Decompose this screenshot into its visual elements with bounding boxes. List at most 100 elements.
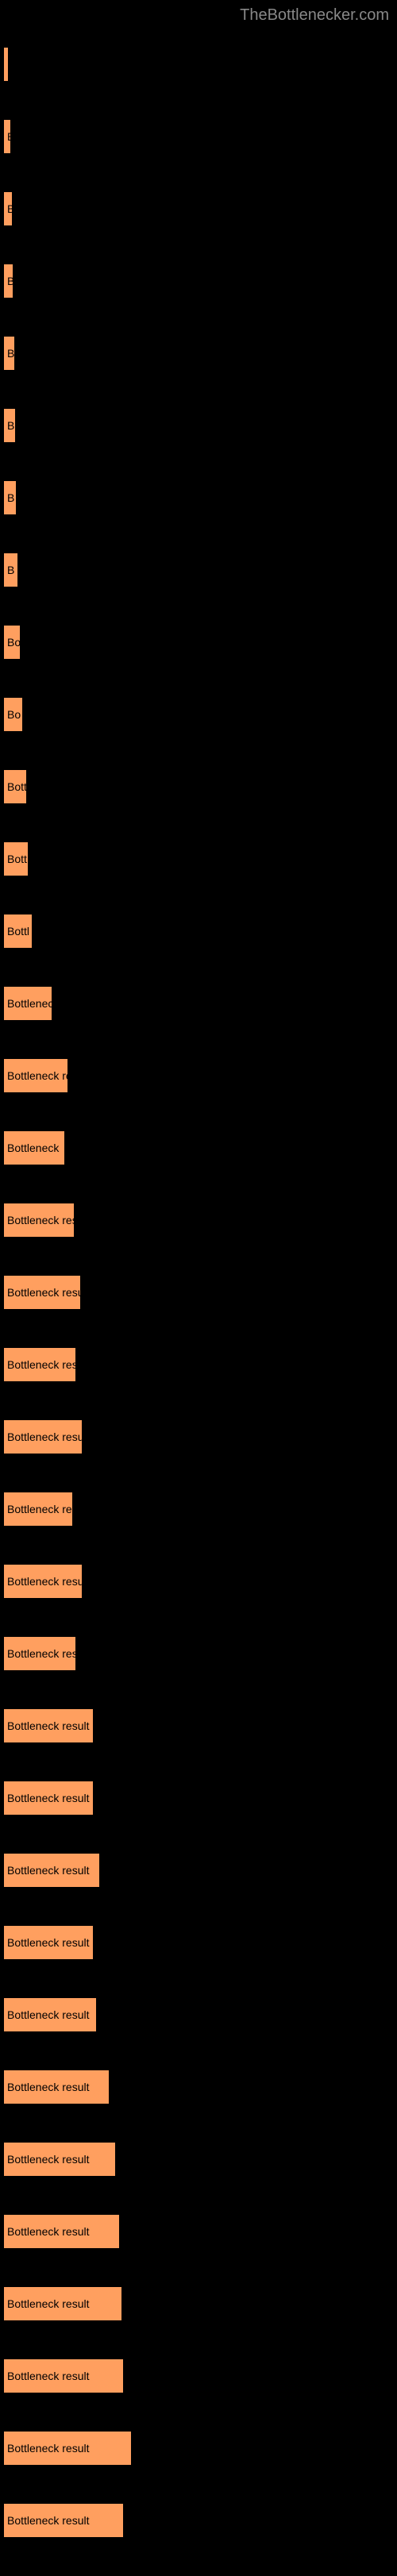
bar: Bottleneck result	[4, 2070, 109, 2104]
bar-label: B	[7, 202, 12, 215]
bar: B	[4, 553, 17, 587]
bar-row: Bottleneck result	[4, 1926, 397, 1959]
bar-row: B	[4, 337, 397, 370]
bar-row: Bo	[4, 626, 397, 659]
bar-row: Bottleneck result	[4, 1420, 397, 1454]
bar: Bo	[4, 626, 20, 659]
bar-label: Bottleneck result	[7, 2081, 90, 2093]
bar-row: Bottleneck resu	[4, 1637, 397, 1670]
bar-row: Bottleneck	[4, 987, 397, 1020]
bar: Bottleneck result	[4, 2215, 119, 2248]
bar: Bottleneck result	[4, 1203, 74, 1237]
bar-label: Bottleneck result	[7, 2225, 90, 2238]
bar: Bottleneck	[4, 1131, 64, 1165]
bar: Bottleneck result	[4, 1709, 93, 1742]
bar-row: Bottleneck result	[4, 1565, 397, 1598]
bar-row: Bottleneck result	[4, 2432, 397, 2465]
bar: Bottleneck result	[4, 2504, 123, 2537]
bar-row: Bottl	[4, 914, 397, 948]
bar-label: Bottleneck resu	[7, 1358, 75, 1371]
bar-label: B	[7, 130, 10, 143]
bar-label: Bottleneck result	[7, 2442, 90, 2455]
bar: Bottleneck result	[4, 1781, 93, 1815]
bar-row: Bottleneck result	[4, 1781, 397, 1815]
bar-label: Bott	[7, 853, 27, 865]
bar: B	[4, 409, 15, 442]
bar: Bottleneck result	[4, 1276, 80, 1309]
bar-row: Bott	[4, 842, 397, 876]
bar: B	[4, 120, 10, 153]
bar-row: Bottleneck result	[4, 1709, 397, 1742]
bar: Bott	[4, 842, 28, 876]
bar: Bottleneck result	[4, 1420, 82, 1454]
bar-label: B	[7, 419, 14, 432]
bar-row: Bottleneck result	[4, 1276, 397, 1309]
bar-label: Bottleneck resu	[7, 1647, 75, 1660]
bar: Bottleneck result	[4, 1854, 99, 1887]
bar-row: Bottleneck re	[4, 1492, 397, 1526]
bar-label: Bottleneck result	[7, 1936, 90, 1949]
bar: Bottleneck resu	[4, 1637, 75, 1670]
bar: B	[4, 481, 16, 514]
bar: Bott	[4, 770, 26, 803]
bar-label: B	[7, 564, 14, 576]
bar-label: Bottleneck result	[7, 1864, 90, 1877]
bar-label: Bottleneck result	[7, 2297, 90, 2310]
bar: B	[4, 337, 14, 370]
bar-label: Bottl	[7, 925, 29, 938]
bar-label: Bottleneck result	[7, 1792, 90, 1804]
bar: Bottleneck result	[4, 1998, 96, 2031]
bar: Bottleneck result	[4, 2359, 123, 2393]
bar-row: Bottleneck result	[4, 2359, 397, 2393]
bar-row: Bottleneck result	[4, 2070, 397, 2104]
bar-row: Bott	[4, 770, 397, 803]
bar	[4, 48, 8, 81]
bar-label: Bottleneck result	[7, 1575, 82, 1588]
bar-row: B	[4, 409, 397, 442]
bar-label: B	[7, 347, 14, 360]
bar-row: Bottleneck	[4, 1131, 397, 1165]
bar-row: B	[4, 192, 397, 225]
bar-label: Bo	[7, 636, 20, 649]
bar-row: Bottleneck result	[4, 2504, 397, 2537]
bar-label: Bottleneck result	[7, 1430, 82, 1443]
bar-row: Bo	[4, 698, 397, 731]
bar-label: Bottleneck result	[7, 2008, 90, 2021]
bar-row: Bottleneck result	[4, 2215, 397, 2248]
bar: Bottleneck resu	[4, 1348, 75, 1381]
bar: Bottleneck res	[4, 1059, 67, 1092]
bar-label: B	[7, 275, 13, 287]
bar: Bottleneck result	[4, 2432, 131, 2465]
bar: Bottleneck re	[4, 1492, 72, 1526]
watermark-text: TheBottlenecker.com	[240, 6, 389, 25]
bar-row: B	[4, 120, 397, 153]
bar-row: Bottleneck res	[4, 1059, 397, 1092]
bar-row: Bottleneck result	[4, 1203, 397, 1237]
bar: Bottleneck	[4, 987, 52, 1020]
bar-row: Bottleneck result	[4, 1998, 397, 2031]
bar: Bottleneck result	[4, 2287, 121, 2320]
bar-row: B	[4, 553, 397, 587]
chart-container: B B B B B B B Bo Bo Bott Bott Bottl Bottleneck Bottle…	[0, 32, 397, 2537]
bar-label: Bottleneck res	[7, 1069, 67, 1082]
bar: Bo	[4, 698, 22, 731]
bar-label: Bott	[7, 780, 26, 793]
bar: B	[4, 192, 12, 225]
bar-label: Bottleneck re	[7, 1503, 72, 1515]
bar-row	[4, 48, 397, 81]
bar-row: Bottleneck result	[4, 2287, 397, 2320]
bar-label: Bottleneck result	[7, 1286, 80, 1299]
bar-row: B	[4, 264, 397, 298]
bar: Bottleneck result	[4, 1926, 93, 1959]
bar: Bottleneck result	[4, 2143, 115, 2176]
bar-label: Bottleneck result	[7, 1719, 90, 1732]
bar-row: Bottleneck result	[4, 1854, 397, 1887]
bar: Bottleneck result	[4, 1565, 82, 1598]
bar-label: Bottleneck result	[7, 2153, 90, 2166]
bar-label: B	[7, 491, 14, 504]
bar-label: Bottleneck result	[7, 1214, 74, 1226]
bar-label: Bottleneck	[7, 997, 52, 1010]
bar-row: B	[4, 481, 397, 514]
bar-label: Bottleneck	[7, 1142, 59, 1154]
bar-label: Bottleneck result	[7, 2370, 90, 2382]
